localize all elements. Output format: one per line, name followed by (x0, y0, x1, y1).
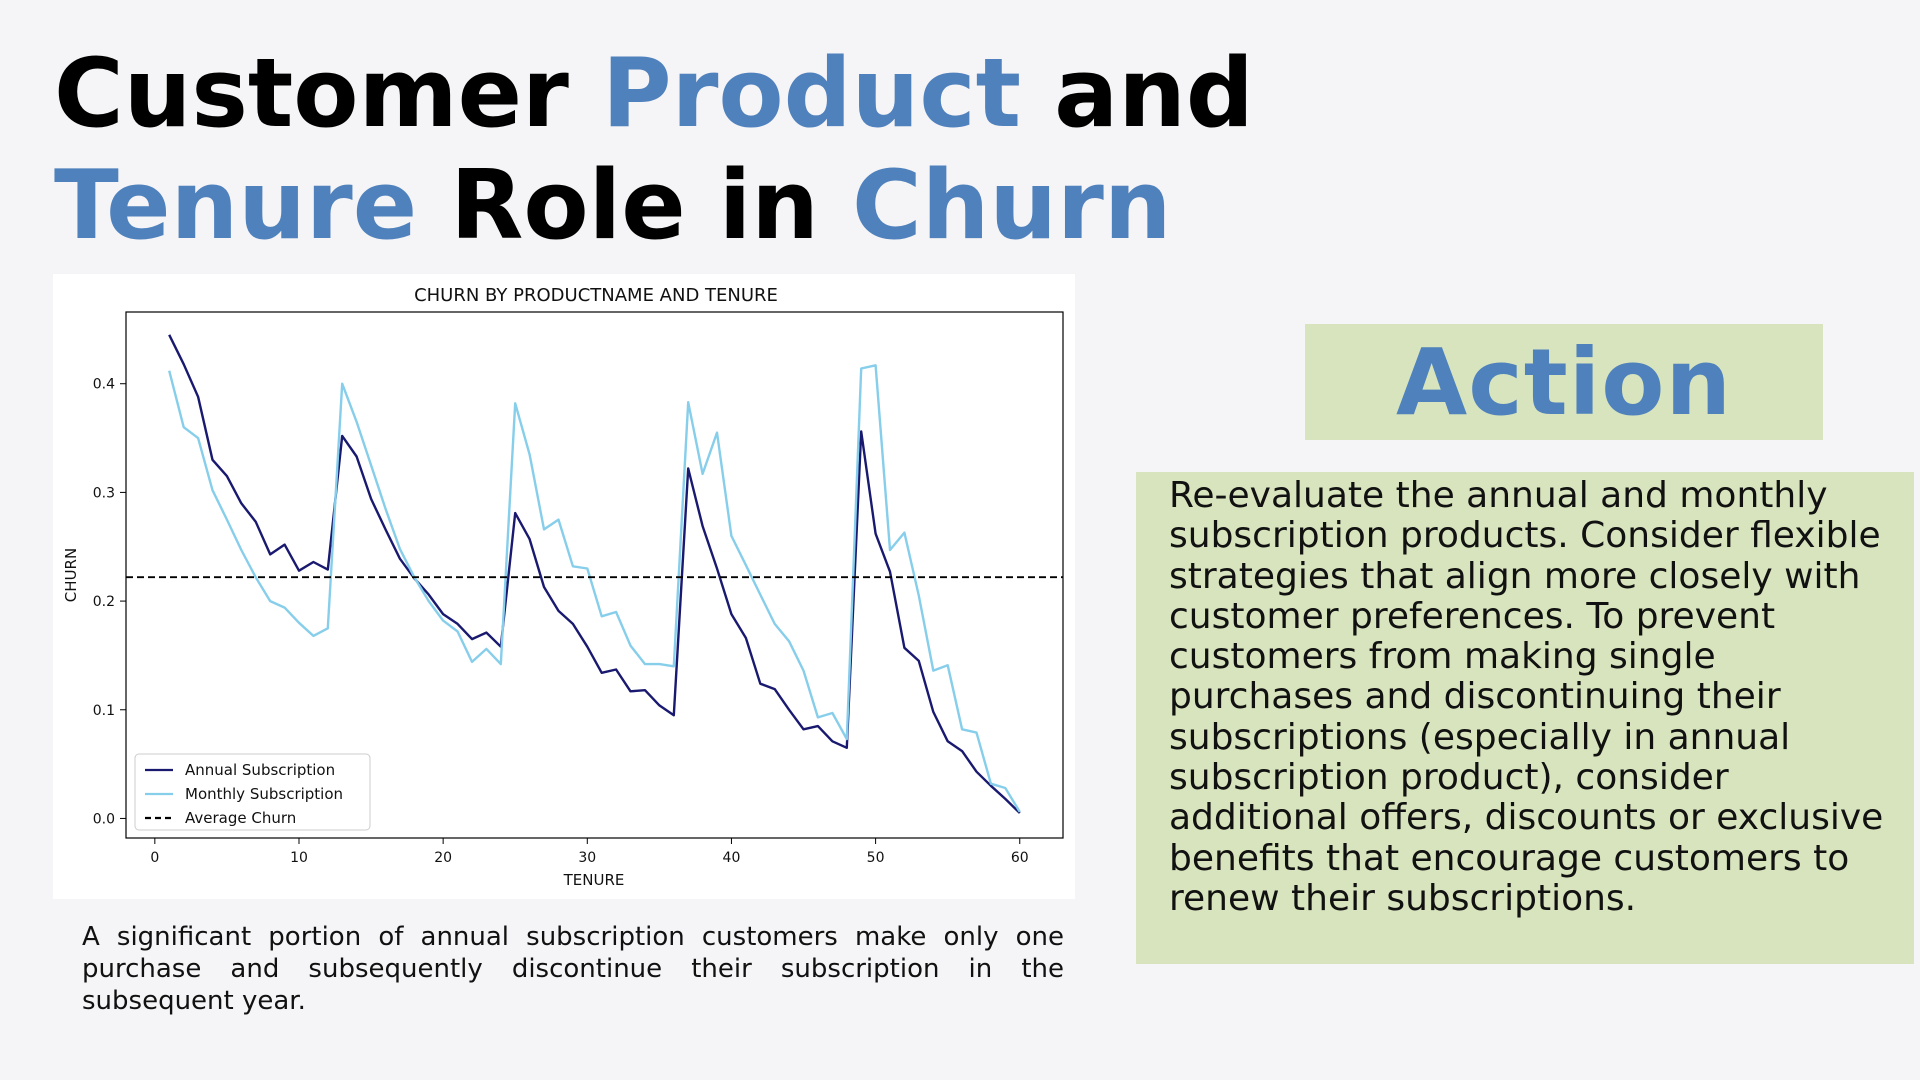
x-tick-label: 0 (150, 850, 159, 866)
legend-label: Monthly Subscription (185, 785, 343, 803)
churn-chart: CHURN BY PRODUCTNAME AND TENURE TENURE C… (53, 274, 1075, 899)
chart-title: CHURN BY PRODUCTNAME AND TENURE (414, 285, 778, 306)
action-title: Action (1396, 328, 1732, 436)
churn-line-chart: CHURN BY PRODUCTNAME AND TENURE TENURE C… (62, 285, 1064, 889)
chart-caption: A significant portion of annual subscrip… (82, 922, 1064, 1016)
x-axis-label: TENURE (563, 871, 625, 889)
title-word-tenure: Tenure (54, 151, 418, 261)
x-tick-label: 20 (434, 850, 452, 866)
title-word-role-in: Role in (450, 151, 819, 261)
title-word-and: and (1054, 39, 1254, 149)
y-axis-label: CHURN (62, 548, 80, 602)
x-tick-label: 40 (723, 850, 741, 866)
title-word-churn: Churn (852, 151, 1172, 261)
y-tick-label: 0.2 (93, 594, 115, 610)
x-tick-label: 50 (867, 850, 885, 866)
y-tick-label: 0.3 (93, 485, 115, 501)
x-tick-label: 10 (290, 850, 308, 866)
legend-label: Average Churn (185, 809, 296, 827)
action-text: Re-evaluate the annual and monthly subsc… (1169, 475, 1884, 919)
y-tick-label: 0.4 (93, 377, 115, 393)
page-title: Customer Product and Tenure Role in Chur… (54, 38, 1254, 262)
title-word-product: Product (601, 39, 1022, 149)
legend-box (134, 753, 371, 831)
x-tick-label: 30 (578, 850, 596, 866)
action-text-box: Re-evaluate the annual and monthly subsc… (1136, 472, 1914, 964)
x-tick-label: 60 (1011, 850, 1029, 866)
series-line-monthly (168, 364, 1021, 813)
series-line-annual (168, 334, 1021, 814)
legend-label: Annual Subscription (185, 761, 335, 779)
action-header-box: Action (1305, 324, 1823, 440)
title-word-customer: Customer (54, 39, 569, 149)
y-tick-label: 0.0 (93, 811, 115, 827)
y-tick-label: 0.1 (93, 703, 115, 719)
plot-frame (125, 311, 1064, 839)
